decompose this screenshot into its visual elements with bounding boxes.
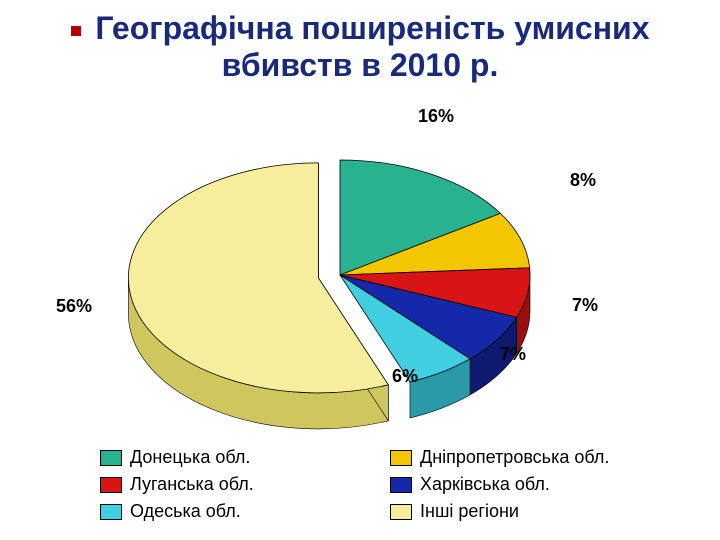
legend-item-donetsk: Донецька обл. <box>100 447 370 468</box>
chart-title-text: Географічна поширеність умисних вбивств … <box>95 10 649 83</box>
legend-label: Луганська обл. <box>130 474 254 495</box>
legend-label: Харківська обл. <box>420 474 550 495</box>
legend-item-dnipro: Дніпропетровська обл. <box>390 447 660 468</box>
pct-label-other: 56% <box>56 296 92 317</box>
legend-swatch <box>390 504 412 520</box>
legend-swatch <box>100 504 122 520</box>
pct-label-dnipro: 8% <box>570 170 596 191</box>
pct-label-odesa: 6% <box>392 366 418 387</box>
legend-label: Донецька обл. <box>130 447 250 468</box>
chart-legend: Донецька обл. Дніпропетровська обл. Луга… <box>100 447 660 522</box>
bullet-icon <box>70 25 82 37</box>
legend-swatch <box>390 477 412 493</box>
legend-item-luhansk: Луганська обл. <box>100 474 370 495</box>
legend-item-odesa: Одеська обл. <box>100 501 370 522</box>
legend-label: Дніпропетровська обл. <box>420 447 609 468</box>
chart-title: Географічна поширеність умисних вбивств … <box>40 10 680 84</box>
pie-chart: 16% 8% 7% 7% 6% 56% <box>0 100 720 440</box>
legend-label: Інші регіони <box>420 501 519 522</box>
pct-label-kharkiv: 7% <box>500 344 526 365</box>
pct-label-luhansk: 7% <box>572 295 598 316</box>
pct-label-donetsk: 16% <box>418 106 454 127</box>
legend-swatch <box>100 477 122 493</box>
pie-chart-svg <box>0 100 720 440</box>
legend-item-other: Інші регіони <box>390 501 660 522</box>
legend-label: Одеська обл. <box>130 501 241 522</box>
legend-swatch <box>100 450 122 466</box>
legend-item-kharkiv: Харківська обл. <box>390 474 660 495</box>
legend-swatch <box>390 450 412 466</box>
